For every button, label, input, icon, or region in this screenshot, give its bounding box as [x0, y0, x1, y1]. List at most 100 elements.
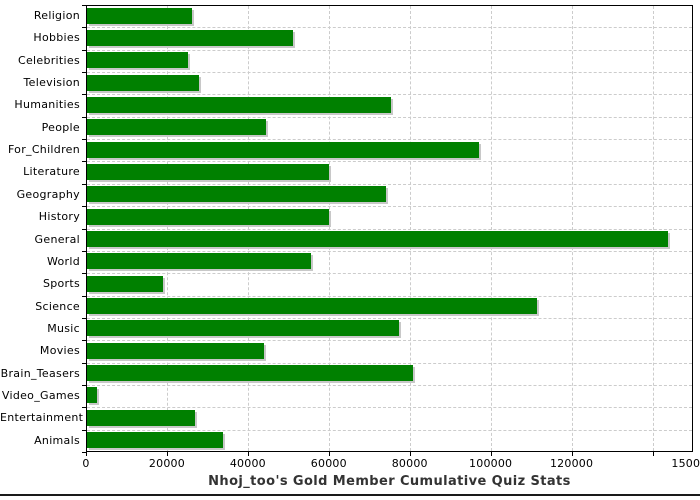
y-gridline [87, 250, 692, 252]
category-tick [82, 5, 86, 6]
bar-music [87, 320, 399, 337]
bar-world [87, 253, 311, 270]
x-tick-label-0: 0 [82, 457, 90, 470]
category-label-entertainment: Entertainment [0, 411, 84, 425]
bar-for_children [87, 141, 479, 158]
category-tick [82, 27, 86, 29]
category-tick [82, 183, 86, 185]
bar-history [87, 208, 329, 225]
bar-general [87, 231, 668, 247]
category-tick [82, 317, 86, 319]
y-gridline [87, 384, 692, 386]
category-label-people: People [41, 120, 80, 134]
bar-people [87, 119, 266, 136]
y-gridline [87, 295, 692, 297]
bar-movies [87, 342, 265, 359]
category-label-history: History [38, 210, 80, 224]
x-tick [166, 452, 168, 456]
y-gridline [87, 429, 692, 431]
category-tick [82, 116, 86, 118]
x-tick-label-20000: 20000 [148, 457, 185, 470]
category-label-movies: Movies [39, 344, 80, 358]
category-label-music: Music [47, 321, 80, 335]
bottom-divider [0, 494, 700, 496]
x-tick-label-40000: 40000 [229, 457, 266, 470]
category-tick [82, 250, 86, 252]
y-gridline [87, 139, 692, 141]
category-tick [82, 362, 86, 364]
y-gridline [87, 206, 692, 208]
y-gridline [87, 228, 692, 230]
bar-humanities [87, 96, 391, 113]
category-tick [82, 384, 86, 386]
category-label-brain_teasers: Brain_Teasers [0, 366, 80, 380]
x-tick-label-120000: 120000 [549, 457, 594, 470]
category-label-for_children: For_Children [7, 143, 80, 157]
bar-hobbies [87, 29, 294, 46]
category-tick [82, 94, 86, 96]
category-label-television: Television [23, 76, 80, 90]
x-tick-label-100000: 100000 [469, 457, 513, 470]
y-gridline [87, 27, 692, 29]
category-tick [82, 206, 86, 208]
x-tick [652, 452, 654, 456]
bar-science [87, 298, 537, 315]
bar-entertainment [87, 409, 196, 426]
category-label-religion: Religion [33, 9, 80, 22]
bar-video_games [87, 387, 97, 404]
bar-brain_teasers [87, 365, 413, 382]
y-gridline [87, 49, 692, 51]
x-tick-label-60000: 60000 [310, 457, 347, 470]
category-tick [82, 161, 86, 163]
y-gridline [87, 161, 692, 163]
category-label-hobbies: Hobbies [33, 31, 80, 45]
bar-celebrities [87, 52, 189, 69]
category-tick [82, 49, 86, 51]
x-tick [409, 452, 411, 456]
category-tick [82, 340, 86, 342]
y-gridline [87, 183, 692, 185]
category-tick [82, 429, 86, 431]
x-tick [328, 452, 330, 456]
y-gridline [87, 340, 692, 342]
bar-sports [87, 275, 164, 292]
chart-title: Nhoj_too's Gold Member Cumulative Quiz S… [208, 474, 571, 489]
y-gridline [87, 72, 692, 74]
category-label-science: Science [35, 299, 80, 313]
category-label-world: World [46, 254, 80, 268]
x-tick [247, 452, 249, 456]
x-tick-label-80000: 80000 [391, 457, 428, 470]
category-label-animals: Animals [34, 433, 80, 447]
bar-literature [87, 163, 330, 180]
bar-geography [87, 186, 387, 203]
category-tick [82, 228, 86, 230]
category-label-general: General [34, 232, 80, 246]
x-tick [490, 452, 492, 456]
category-label-geography: Geography [16, 187, 80, 201]
y-gridline [87, 407, 692, 409]
y-gridline [87, 317, 692, 319]
y-gridline [87, 362, 692, 364]
category-tick [82, 295, 86, 297]
category-label-literature: Literature [23, 165, 80, 179]
x-tick [86, 452, 87, 456]
y-gridline [87, 94, 692, 96]
category-tick [82, 72, 86, 74]
bar-television [87, 74, 200, 91]
category-tick [82, 273, 86, 275]
category-label-sports: Sports [42, 277, 80, 291]
category-tick [82, 139, 86, 141]
category-tick [82, 452, 86, 453]
category-label-video_games: Video_Games [1, 388, 80, 402]
category-tick [82, 407, 86, 409]
y-gridline [87, 116, 692, 118]
category-label-celebrities: Celebrities [17, 53, 80, 67]
bar-religion [87, 7, 193, 24]
bar-animals [87, 432, 223, 449]
y-gridline [87, 273, 692, 275]
x-tick-label-150000: 150000 [671, 457, 700, 470]
x-tick [571, 452, 573, 456]
category-label-humanities: Humanities [14, 98, 80, 112]
